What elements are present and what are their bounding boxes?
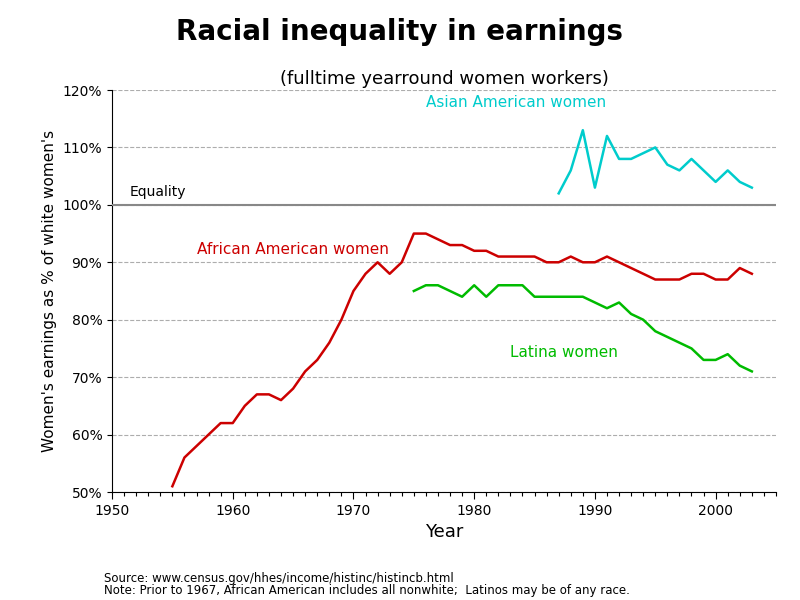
Text: Asian American women: Asian American women (426, 95, 606, 110)
X-axis label: Year: Year (425, 523, 463, 541)
Text: Latina women: Latina women (510, 345, 618, 360)
Text: African American women: African American women (197, 242, 388, 257)
Text: Equality: Equality (130, 185, 186, 199)
Text: Source: www.census.gov/hhes/income/histinc/histincb.html: Source: www.census.gov/hhes/income/histi… (104, 572, 454, 585)
Title: (fulltime yearround women workers): (fulltime yearround women workers) (279, 70, 609, 88)
Text: Racial inequality in earnings: Racial inequality in earnings (177, 18, 623, 46)
Y-axis label: Women's earnings as % of white women's: Women's earnings as % of white women's (42, 130, 57, 452)
Text: Note: Prior to 1967, African American includes all nonwhite;  Latinos may be of : Note: Prior to 1967, African American in… (104, 584, 630, 597)
